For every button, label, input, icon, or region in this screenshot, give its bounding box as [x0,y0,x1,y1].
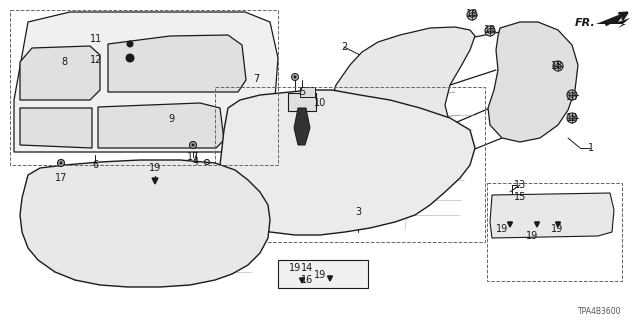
Text: 19: 19 [496,224,508,234]
Polygon shape [20,108,92,148]
Polygon shape [488,22,578,142]
Polygon shape [20,46,100,100]
Text: 18: 18 [484,25,496,35]
Circle shape [58,159,65,166]
Bar [300,87,315,97]
Polygon shape [328,276,333,281]
Text: 19: 19 [551,224,563,234]
Circle shape [570,92,575,98]
Text: 9: 9 [168,114,174,124]
Bar [10,10,278,165]
Text: 18: 18 [566,92,578,102]
Polygon shape [14,12,278,152]
Circle shape [556,63,561,68]
Circle shape [125,53,134,62]
Text: FR.: FR. [575,18,596,28]
Text: 15: 15 [514,192,526,202]
Polygon shape [20,160,270,287]
Bar [215,87,485,242]
Text: 11: 11 [90,34,102,44]
Circle shape [553,61,563,71]
Polygon shape [328,27,475,160]
Polygon shape [596,12,630,28]
Text: 17: 17 [55,173,67,183]
Text: 18: 18 [566,113,578,123]
Text: 19: 19 [526,231,538,241]
Text: 13: 13 [514,180,526,190]
Text: 18: 18 [551,61,563,71]
Text: 7: 7 [253,74,259,84]
Text: 16: 16 [301,275,313,285]
Bar [278,260,368,288]
Text: 18: 18 [466,9,478,19]
Text: TPA4B3600: TPA4B3600 [579,308,621,316]
Circle shape [485,26,495,36]
Circle shape [470,12,474,18]
Circle shape [488,28,493,34]
Polygon shape [152,178,158,184]
Circle shape [467,10,477,20]
Polygon shape [508,222,513,227]
Circle shape [567,90,577,100]
Polygon shape [220,90,475,235]
Text: 19: 19 [149,163,161,173]
Polygon shape [556,222,561,227]
Circle shape [127,41,134,47]
Polygon shape [534,222,540,227]
Circle shape [294,76,296,78]
Text: 4: 4 [193,157,199,167]
Circle shape [191,143,195,147]
Polygon shape [294,108,310,145]
Polygon shape [98,103,224,148]
Text: 1: 1 [588,143,594,153]
Polygon shape [490,193,614,238]
Text: 17: 17 [187,152,199,162]
Text: 6: 6 [92,160,98,170]
Text: 5: 5 [299,87,305,97]
Bar [288,93,316,111]
Circle shape [567,113,577,123]
Circle shape [189,141,196,148]
Circle shape [570,116,575,121]
Polygon shape [300,278,305,283]
Text: 3: 3 [355,207,361,217]
Circle shape [291,74,298,81]
Text: 2: 2 [341,42,347,52]
Text: 14: 14 [301,263,313,273]
Text: 19: 19 [289,263,301,273]
Text: 10: 10 [314,98,326,108]
Polygon shape [108,35,246,92]
Text: 8: 8 [61,57,67,67]
Text: 12: 12 [90,55,102,65]
Bar [487,183,622,281]
Text: 19: 19 [314,270,326,280]
Circle shape [60,162,63,164]
